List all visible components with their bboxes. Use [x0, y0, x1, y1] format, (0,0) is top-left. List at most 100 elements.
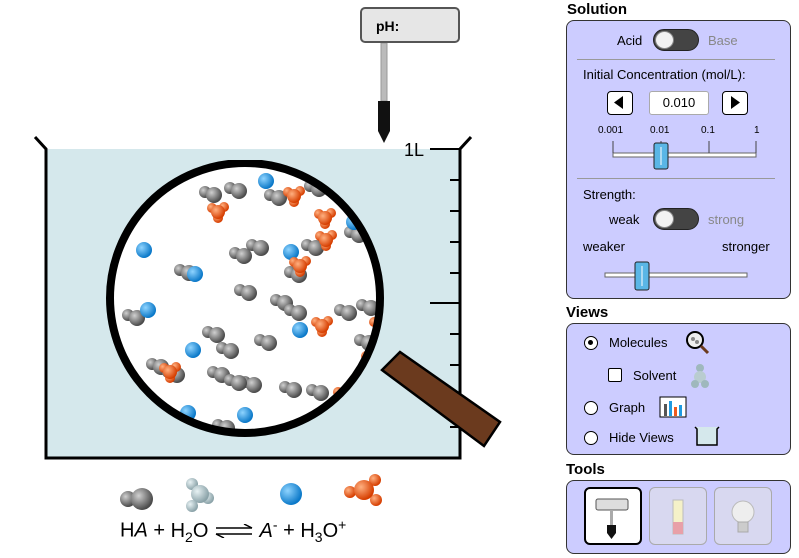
tools-title: Tools [566, 461, 605, 478]
toggle-knob [655, 31, 674, 49]
anion [140, 302, 156, 318]
anion [237, 407, 253, 423]
eq-anion: A- [259, 516, 278, 542]
stronger-label: stronger [722, 239, 770, 254]
eq-hydronium: H3O+ [300, 516, 347, 545]
ph-meter[interactable]: pH: [360, 7, 460, 43]
graph-label[interactable]: Graph [609, 400, 646, 415]
strong-label: strong [708, 212, 745, 227]
acid-molecule [253, 240, 269, 256]
strength-slider[interactable] [597, 259, 757, 293]
equation: HA + H2O A- + H3O+ [120, 516, 347, 545]
hydronium [293, 259, 307, 273]
magnifier [106, 160, 502, 448]
decrease-concentration-button[interactable] [607, 91, 633, 115]
empty-beaker-icon [694, 426, 720, 446]
increase-concentration-button[interactable] [722, 91, 748, 115]
equilibrium-arrows-icon [214, 520, 254, 543]
hydronium [287, 189, 301, 203]
acid-molecule [341, 305, 357, 321]
hide-views-radio[interactable] [584, 431, 598, 445]
acid-molecule [313, 385, 329, 401]
solution-panel: Acid Base Initial Concentration (mol/L):… [566, 20, 791, 299]
conc-tick-label: 0.001 [598, 125, 624, 136]
light-bulb-icon [731, 500, 755, 533]
tools-panel [566, 480, 791, 554]
anion [185, 342, 201, 358]
anion-icon [280, 483, 302, 505]
equation-icons [120, 474, 382, 512]
molecules-radio[interactable] [584, 336, 598, 350]
divider [577, 59, 775, 60]
solvent-label[interactable]: Solvent [633, 368, 677, 383]
anion [283, 244, 299, 260]
ph-meter-tool[interactable] [584, 487, 642, 545]
ph-paper-icon [672, 499, 684, 535]
eq-acid: HA [120, 519, 148, 542]
acid-molecule [291, 305, 307, 321]
acid-molecule [206, 187, 222, 203]
conc-tick-label: 0.1 [701, 125, 715, 136]
anion [292, 322, 308, 338]
acid-molecule [343, 187, 359, 203]
volume-label: 1L [404, 140, 425, 160]
hydronium [373, 350, 380, 360]
base-label: Base [708, 33, 738, 48]
left-arrow-icon [614, 96, 623, 109]
concentration-value[interactable]: 0.010 [649, 91, 709, 115]
bar-graph-icon [659, 396, 687, 418]
divider [577, 178, 775, 179]
acid-molecule [209, 327, 225, 343]
water-molecule-icon [691, 364, 709, 388]
eq-water: H2O [170, 519, 209, 545]
acid-molecule [241, 285, 257, 301]
strength-label: Strength: [583, 187, 636, 202]
water-molecule-icon [186, 478, 214, 512]
acid-molecule [261, 335, 277, 351]
acid-molecule [129, 310, 145, 326]
acid-molecule [308, 240, 324, 256]
ph-meter-icon [595, 498, 629, 539]
ph-probe[interactable] [370, 43, 400, 148]
hydronium [318, 211, 332, 225]
acid-molecule [336, 403, 352, 419]
views-title: Views [566, 304, 609, 321]
acid-molecule [286, 382, 302, 398]
concentration-label: Initial Concentration (mol/L): [583, 67, 746, 82]
hydronium [163, 365, 177, 379]
anion [187, 266, 203, 282]
acid-base-toggle[interactable] [653, 29, 699, 51]
magnifier-icon [686, 331, 710, 355]
acid-molecule [223, 343, 239, 359]
anion [258, 173, 274, 189]
conductivity-tool[interactable] [714, 487, 772, 545]
acid-molecule-icon [120, 488, 153, 510]
concentration-slider[interactable] [607, 139, 767, 177]
hide-views-label[interactable]: Hide Views [609, 430, 674, 445]
conc-tick-label: 0.01 [650, 125, 670, 136]
ph-label: pH: [376, 18, 400, 34]
acid-molecule [231, 183, 247, 199]
right-arrow-icon [731, 96, 740, 109]
hydronium [211, 205, 225, 219]
views-panel: Molecules Solvent Graph Hide Views [566, 323, 791, 455]
ph-paper-tool[interactable] [649, 487, 707, 545]
acid-label: Acid [617, 33, 643, 48]
weaker-label: weaker [583, 239, 625, 254]
acid-molecule [246, 377, 262, 393]
graph-radio[interactable] [584, 401, 598, 415]
anion [136, 242, 152, 258]
conc-tick-label: 1 [754, 125, 760, 136]
acid-molecule [231, 375, 247, 391]
molecules-label[interactable]: Molecules [609, 335, 668, 350]
hydronium-icon [344, 474, 382, 506]
toggle-knob [655, 210, 674, 228]
acid-molecule [363, 300, 379, 316]
solution-title: Solution [567, 1, 627, 18]
acid-molecule [271, 190, 287, 206]
weak-label: weak [609, 212, 640, 227]
solvent-checkbox[interactable] [608, 368, 622, 382]
acid-molecule [236, 248, 252, 264]
weak-strong-toggle[interactable] [653, 208, 699, 230]
hydronium [367, 361, 377, 371]
